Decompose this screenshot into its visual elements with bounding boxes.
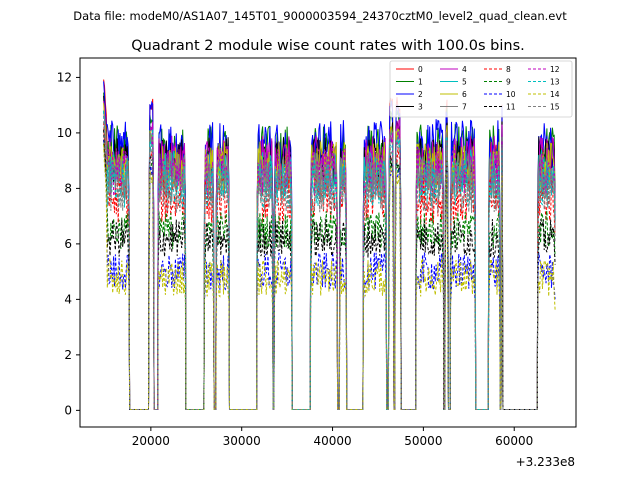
legend-label-11: 11	[506, 103, 516, 112]
y-tick-label: 0	[64, 403, 72, 417]
legend-label-15: 15	[550, 103, 560, 112]
legend-label-9: 9	[506, 78, 511, 87]
legend-label-0: 0	[418, 65, 423, 74]
legend-label-13: 13	[550, 78, 560, 87]
series-line-15	[103, 121, 556, 410]
legend-frame	[389, 60, 573, 118]
data-layer	[103, 79, 556, 410]
chart-title: Quadrant 2 module wise count rates with …	[131, 38, 525, 54]
y-tick-label: 6	[64, 237, 72, 251]
legend-label-3: 3	[418, 103, 423, 112]
x-tick-label: 30000	[223, 434, 261, 448]
series-line-5	[103, 110, 556, 410]
y-tick-label: 12	[57, 70, 72, 84]
legend-label-5: 5	[462, 78, 467, 87]
y-tick-label: 4	[64, 292, 72, 306]
series-line-7	[103, 112, 556, 410]
series-line-13	[103, 110, 556, 410]
y-axis: 0 2 4 6 8 10 12	[57, 70, 80, 417]
legend-label-4: 4	[462, 65, 467, 74]
series-line-9	[103, 143, 556, 410]
plot-frame	[79, 57, 577, 428]
figure-suptitle: Data file: modeM0/AS1A07_145T01_90000035…	[73, 9, 567, 23]
legend-label-2: 2	[418, 90, 423, 99]
series-line-14	[103, 144, 556, 410]
series-line-11	[103, 129, 556, 410]
x-tick-label: 60000	[495, 434, 533, 448]
y-tick-label: 2	[64, 348, 72, 362]
series-line-8	[103, 122, 556, 410]
legend-label-10: 10	[506, 90, 516, 99]
legend-label-14: 14	[550, 90, 560, 99]
legend-label-6: 6	[462, 90, 467, 99]
legend-label-8: 8	[506, 65, 511, 74]
x-tick-label: 20000	[132, 434, 170, 448]
legend-label-1: 1	[418, 78, 423, 87]
legend-label-12: 12	[550, 65, 560, 74]
x-tick-label: 50000	[404, 434, 442, 448]
x-offset-text: +3.233e8	[516, 455, 575, 469]
x-tick-label: 40000	[313, 434, 351, 448]
legend-label-7: 7	[462, 103, 467, 112]
x-axis: 20000 30000 40000 50000 60000	[132, 427, 533, 448]
y-tick-label: 8	[64, 181, 72, 195]
y-tick-label: 10	[57, 126, 72, 140]
